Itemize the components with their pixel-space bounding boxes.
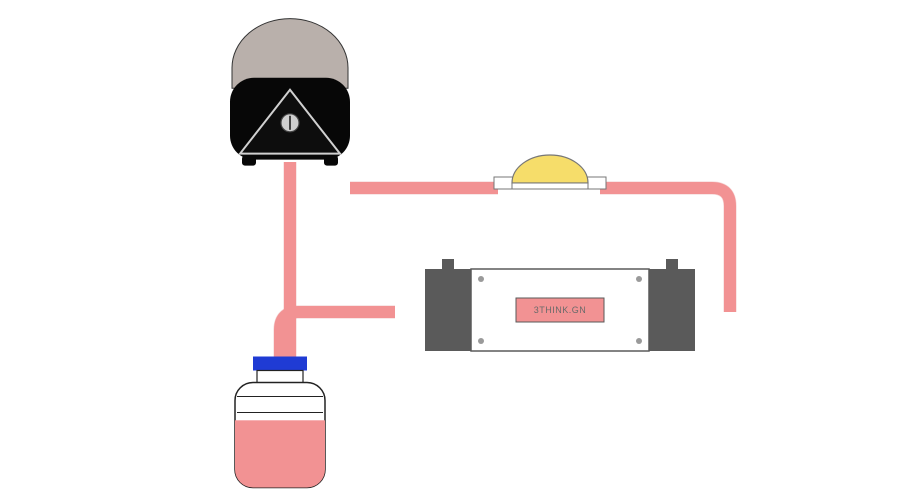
device: 3THINK.GN bbox=[425, 259, 695, 351]
device-endcap-left bbox=[425, 269, 471, 351]
dome-collar-left bbox=[494, 177, 514, 189]
dome-top bbox=[512, 155, 588, 183]
pump-outlet-left bbox=[242, 156, 256, 166]
pump-outlet-right bbox=[324, 156, 338, 166]
pump bbox=[230, 19, 350, 166]
dome-sensor bbox=[494, 155, 606, 189]
bottle-liquid bbox=[235, 420, 325, 487]
fluidics-diagram: 3THINK.GN bbox=[0, 0, 900, 500]
device-port-right bbox=[666, 259, 678, 269]
device-screw-1 bbox=[636, 276, 642, 282]
device-screw-3 bbox=[636, 338, 642, 344]
bottle bbox=[235, 357, 325, 488]
device-label: 3THINK.GN bbox=[534, 305, 587, 315]
device-port-left bbox=[442, 259, 454, 269]
pump-head bbox=[232, 19, 348, 89]
bottle-cap bbox=[253, 357, 307, 371]
nodes-layer: 3THINK.GN bbox=[230, 19, 695, 488]
device-screw-2 bbox=[478, 338, 484, 344]
dome-base bbox=[512, 183, 588, 189]
dome-collar-right bbox=[586, 177, 606, 189]
device-endcap-right bbox=[649, 269, 695, 351]
device-screw-0 bbox=[478, 276, 484, 282]
